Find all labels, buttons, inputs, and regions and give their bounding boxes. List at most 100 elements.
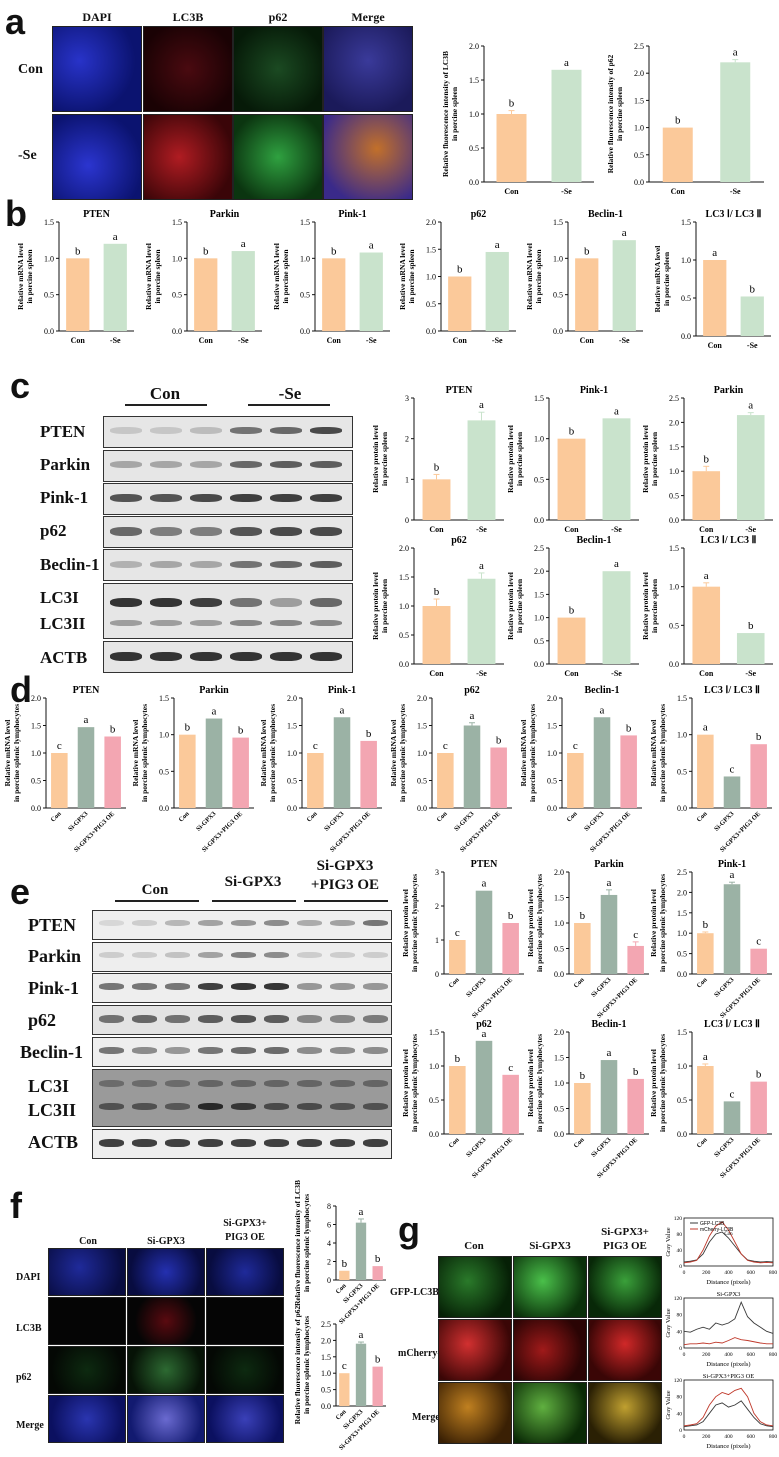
blot-group-e-oe-line [304,900,388,902]
significance-letter: a [84,714,89,726]
y-tick-label: 0.0 [399,660,409,669]
lineplot-ytick: 120 [674,1216,683,1222]
row-label-se: -Se [18,148,37,163]
blot-group-e-con: Con [141,882,169,898]
lineplot-xtick: 600 [747,1270,756,1276]
blot-band [132,1139,157,1147]
chart-title: PTEN [73,685,100,696]
g-row-label-mcherry: mCherry-LC3B [398,1348,467,1359]
y-axis-label: in porcine spleen [534,249,543,304]
blot-band [190,494,222,502]
significance-letter: b [375,1354,381,1366]
y-axis-label: in porcine splenic lymphocytes [302,1194,311,1292]
blot-label-e-pink1: Pink-1 [28,978,80,998]
lineplot-xtick: 200 [702,1270,711,1276]
y-tick-label: 0.0 [677,970,687,979]
x-tick-label: Con [199,336,214,345]
chart-a-p62-fluorescence: Relative fluorescence intensity of p62 in… [606,42,764,196]
bar [567,753,584,808]
blot-band [363,1080,388,1087]
micrograph-tile [438,1382,512,1444]
lineplot-xtick: 200 [702,1434,711,1440]
micrograph-tile [513,1382,587,1444]
significance-letter: b [375,1253,381,1265]
blot-band [99,952,124,958]
lineplot-ylabel: Gray Value [665,1227,672,1256]
blot-band [264,1047,289,1054]
y-axis-label: in porcine spleen [650,578,659,633]
significance-letter: b [366,728,372,740]
blot-band [231,1015,256,1023]
chart-b-pink1-mrna: Pink-1 Relative mRNA level in porcine sple… [272,209,390,345]
y-tick-label: 0.5 [44,291,54,300]
x-tick-label: Si-GPX3 [195,810,218,833]
significance-letter: a [340,704,345,716]
y-axis-label: in porcine splenic lymphocytes [535,1034,544,1132]
blot-label-e-lc3ii: LC3II [28,1100,77,1120]
y-tick-label: 2 [327,1258,331,1267]
y-axis-label: Relative mRNA level [649,720,658,787]
chart-b-lc3-ratio-mrna: LC3 Ⅰ/ LC3 Ⅱ Relative mRNA level in porcin… [653,209,771,350]
y-tick-label: 1.0 [172,254,182,263]
y-axis-label: Relative mRNA level [16,243,25,310]
bar [307,753,324,808]
x-tick-label: Si-GPX3 [590,976,613,999]
y-tick-label: 1.5 [287,722,297,731]
y-axis-label: in porcine spleen [450,86,459,141]
y-tick-label: 0.5 [300,291,310,300]
blot-band [99,983,124,990]
y-tick-label: 0.5 [677,1096,687,1105]
blot-band [132,952,157,958]
y-tick-label: 0.5 [31,777,41,786]
blot-band [150,652,182,661]
y-axis-label: Relative protein level [526,889,535,957]
blot-label-beclin1: Beclin-1 [40,555,100,574]
bar [448,276,472,331]
chart-e-lc3-ratio-protein: LC3 Ⅰ/ LC3 Ⅱ Relative protein level in por… [649,1019,772,1180]
significance-letter: c [313,740,318,752]
significance-letter: a [482,878,487,890]
y-tick-label: 1.5 [399,573,409,582]
chart-title: Parkin [199,685,229,696]
blot-band [264,1080,289,1087]
x-tick-label: Con [306,810,319,823]
significance-letter: a [600,704,605,716]
blot-band [270,561,302,568]
blot-band [363,952,388,958]
lineplot-ytick: 80 [677,1313,683,1319]
lineplot-xtick: 800 [769,1270,777,1276]
bar [620,735,637,808]
x-tick-label: Con [696,810,709,823]
bar [467,578,496,664]
y-tick-label: 2.5 [534,544,544,553]
y-axis-label: in porcine spleen [407,249,416,304]
lineplot-xtick: 600 [747,1352,756,1358]
bar [750,948,767,974]
x-tick-label: Si-GPX3 [713,976,736,999]
y-tick-label: 2.0 [677,888,687,897]
bar [355,1222,367,1280]
chart-title: PTEN [446,385,473,396]
y-tick-label: 1.0 [553,254,563,263]
y-tick-label: 1.5 [429,1028,439,1037]
micrograph-tile [513,1256,587,1318]
blot-band [330,920,355,926]
gfp-profile-line [683,1400,774,1428]
significance-letter: c [573,740,578,752]
blot-strip-e-lc3 [92,1069,392,1127]
blot-band [270,461,302,468]
blot-band [297,1139,322,1147]
blot-band [231,1047,256,1054]
x-tick-label: Con [573,1136,586,1149]
x-tick-label: Con [708,341,723,350]
y-tick-label: 2.5 [634,42,644,51]
y-tick-label: 0.0 [321,1402,331,1411]
y-tick-label: 1.5 [534,394,544,403]
y-axis-label: Relative mRNA level [131,720,140,787]
blot-band [231,983,256,990]
y-tick-label: 2.0 [321,1336,331,1345]
significance-letter: b [703,919,709,931]
blot-band [99,1080,124,1087]
blot-band [165,920,190,926]
blot-band [297,1047,322,1054]
